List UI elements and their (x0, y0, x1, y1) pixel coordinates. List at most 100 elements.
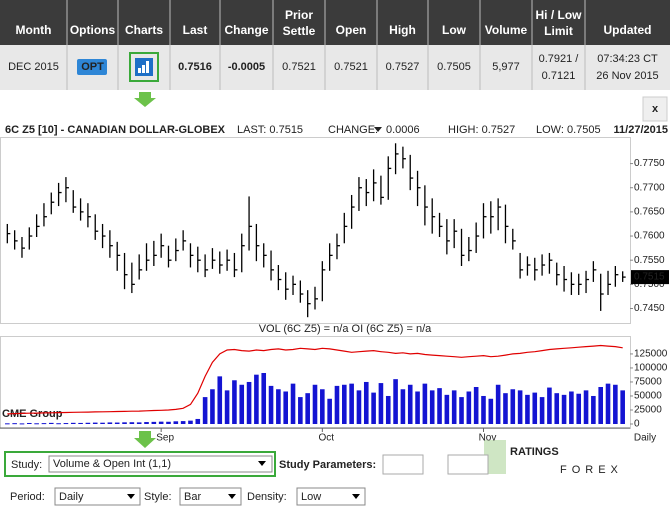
volume-bar (437, 388, 442, 424)
volume-bar (547, 387, 552, 424)
table-cell: 0.7505 (437, 61, 471, 73)
close-button[interactable] (642, 96, 668, 122)
period-value[interactable]: Daily (59, 491, 84, 503)
volume-bar (591, 395, 596, 424)
pointer-arrow (134, 92, 156, 107)
parameter-input[interactable] (382, 454, 424, 475)
volume-bar (166, 421, 171, 424)
price-panel (0, 137, 631, 324)
volume-bar (444, 394, 450, 424)
volume-bar (356, 390, 362, 424)
volume-bar (151, 421, 157, 424)
density-select[interactable] (296, 487, 366, 506)
high-price: HIGH: 0.7527 (448, 124, 515, 136)
select-arrow (228, 494, 236, 499)
last-price: LAST: 0.7515 (237, 124, 303, 136)
study-frame (4, 451, 276, 477)
x-tick-label: Oct (319, 433, 335, 444)
volume-bar (451, 390, 457, 424)
volume-bar (232, 380, 237, 424)
style-select[interactable] (179, 487, 242, 506)
volume-bar (342, 384, 347, 424)
table-cell: DEC 2015 (8, 61, 59, 73)
volume-bar (620, 390, 625, 424)
open-interest-line (7, 344, 623, 415)
volume-bar (195, 418, 201, 424)
volume-bar (70, 422, 76, 424)
volume-bar (517, 390, 523, 424)
study-parameters-label: Study Parameters: (279, 459, 376, 471)
column-header: Limit (544, 24, 573, 38)
volume-bar (122, 422, 127, 424)
volume-bar (312, 384, 318, 424)
volume-bar (459, 397, 464, 424)
table-cell: 0.7527 (386, 61, 420, 73)
volume-bar (554, 393, 560, 424)
chart-icon-bar (138, 68, 141, 73)
volume-bar (48, 422, 54, 424)
column-header: Settle (283, 24, 316, 38)
column-header: Hi / Low (536, 8, 583, 22)
volume-bar (576, 393, 582, 424)
y-tick-label: 0.7550 (634, 255, 665, 266)
volume-bar (56, 423, 61, 425)
study-value[interactable]: Volume & Open Int (1,1) (53, 458, 171, 470)
volume-bar (429, 390, 435, 424)
volume-bar (283, 391, 288, 424)
y-tick-label: 0.7650 (634, 207, 665, 218)
options-button[interactable] (77, 59, 107, 75)
style-value[interactable]: Bar (184, 491, 201, 503)
table-cell: 5,977 (492, 61, 520, 73)
table-cell: 07:34:23 CT (597, 53, 658, 65)
volume-bar (290, 383, 296, 424)
volume-bar (246, 381, 252, 424)
close-label[interactable]: x (652, 103, 659, 115)
volume-bar (605, 383, 611, 424)
volume-bar (510, 389, 516, 424)
volume-bar (144, 422, 149, 424)
volume-bar (12, 423, 17, 425)
volume-bar (5, 423, 10, 425)
density-value[interactable]: Low (301, 491, 321, 503)
column-header: Low (442, 23, 467, 37)
x-tick-label: Sep (156, 433, 174, 444)
volume-bar (305, 393, 310, 424)
volume-bar (239, 384, 245, 424)
column-header: Open (336, 23, 367, 37)
volume-bar (202, 397, 208, 424)
table-cell: 26 Nov 2015 (596, 70, 658, 82)
table-cell: -0.0005 (228, 61, 265, 73)
volume-bar (598, 387, 603, 424)
table-cell: 0.7516 (178, 61, 212, 73)
chart-icon-frame[interactable] (129, 52, 159, 82)
period-select[interactable] (54, 487, 141, 506)
volume-bar (422, 383, 428, 424)
column-header: Charts (125, 23, 163, 37)
last-price-marker (631, 270, 669, 285)
parameter-input[interactable] (447, 454, 489, 475)
volume-bar (378, 383, 384, 424)
volume-bar (473, 387, 479, 424)
volume-bar (100, 422, 105, 424)
density-label: Density: (247, 491, 287, 503)
volume-bar (158, 421, 164, 424)
column-header: High (389, 23, 416, 37)
volume-bar (41, 423, 47, 425)
volume-bar (129, 422, 135, 424)
y-tick-label: 25000 (634, 405, 662, 416)
volume-bar (254, 374, 259, 424)
volume-bar (495, 384, 501, 424)
y-tick-label: 0.7750 (634, 158, 665, 169)
volume-bar (78, 422, 83, 424)
column-header: Prior (285, 8, 313, 22)
y-tick-label: 0 (634, 419, 640, 430)
table-cell: 0.7921 / (539, 53, 580, 65)
volume-bar (19, 423, 25, 425)
volume-bar (136, 422, 142, 424)
volume-bar (466, 391, 472, 424)
volume-bar (114, 422, 120, 424)
study-select[interactable] (48, 455, 273, 473)
table-cell: 0.7121 (542, 70, 576, 82)
volume-bar (407, 384, 413, 424)
